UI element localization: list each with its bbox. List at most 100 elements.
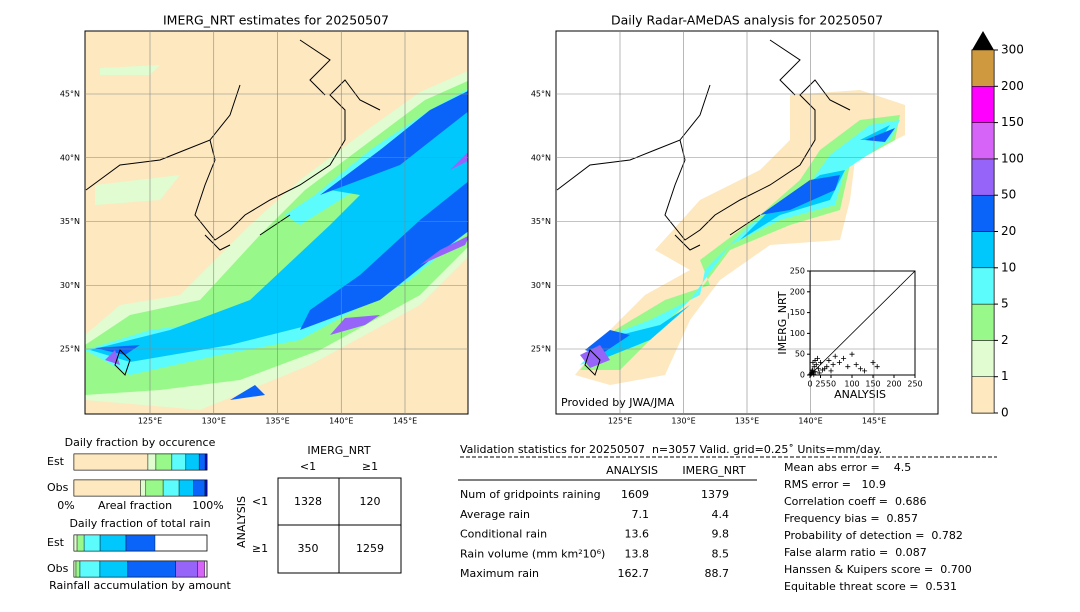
- bar-segment: [73, 479, 141, 497]
- point: [832, 353, 838, 359]
- val-score: Correlation coeff = 0.686: [784, 495, 926, 508]
- val-label: Num of gridpoints raining: [460, 488, 601, 501]
- point: [811, 372, 817, 378]
- point: [810, 360, 816, 366]
- colorbar-segment: [971, 158, 995, 196]
- lon-label: 135°E: [265, 417, 289, 426]
- colorbar-segment: [971, 122, 995, 160]
- point: [836, 360, 842, 366]
- colorbar-label: 10: [1001, 260, 1016, 274]
- y-tick-label: 250: [790, 267, 805, 276]
- ct-cell: 120: [360, 495, 381, 508]
- bar-segment: [175, 560, 198, 578]
- lat-label: 30°N: [531, 281, 551, 290]
- val-score: Equitable threat score = 0.531: [784, 580, 957, 593]
- x-tick-label: 25: [815, 380, 825, 389]
- colorbar-segment: [971, 231, 995, 269]
- bar-segment: [99, 560, 129, 578]
- lat-label: 45°N: [60, 90, 80, 99]
- val-value: 1609: [621, 488, 649, 501]
- bar-segment: [79, 560, 101, 578]
- val-value: 13.8: [625, 547, 650, 560]
- lon-label: 140°E: [798, 417, 822, 426]
- val-label: Maximum rain: [460, 567, 539, 580]
- lat-label: 40°N: [531, 153, 551, 162]
- bar-segment: [73, 453, 149, 471]
- point: [857, 366, 863, 372]
- lat-label: 45°N: [531, 90, 551, 99]
- row-label: Est: [47, 536, 65, 549]
- scatter-frame: [809, 270, 916, 376]
- val-value: 88.7: [705, 567, 730, 580]
- colorbar-segment: [971, 49, 995, 87]
- point: [849, 351, 855, 357]
- row-label: Est: [47, 455, 65, 468]
- colorbar-label: 0: [1001, 406, 1009, 420]
- ct-cell: 350: [298, 542, 319, 555]
- point: [815, 366, 821, 372]
- bar-segment: [99, 534, 127, 552]
- bar-segment: [204, 479, 208, 497]
- bar-segment: [162, 479, 180, 497]
- val-col: IMERG_NRT: [682, 464, 745, 477]
- val-label: Conditional rain: [460, 528, 547, 541]
- val-score: Probability of detection = 0.782: [784, 529, 963, 542]
- left-map-field: [85, 31, 468, 414]
- point: [813, 362, 819, 368]
- y-tick-label: 100: [790, 329, 805, 338]
- ct-col: <1: [300, 460, 316, 473]
- credit: Provided by JWA/JMA: [561, 396, 675, 409]
- colorbar-segment: [971, 194, 995, 232]
- point: [845, 364, 851, 370]
- colorbar-label: 5: [1001, 297, 1009, 311]
- colorbar-label: 2: [1001, 333, 1009, 347]
- point: [808, 371, 814, 377]
- bar-segment: [125, 534, 156, 552]
- colorbar-label: 20: [1001, 224, 1016, 238]
- bar-segment: [127, 560, 176, 578]
- bar-segment: [145, 479, 164, 497]
- val-value: 7.1: [632, 508, 650, 521]
- point: [841, 355, 847, 361]
- lon-label: 135°E: [735, 417, 759, 426]
- colorbar-label: 150: [1001, 115, 1024, 129]
- val-value: 9.8: [712, 528, 730, 541]
- bar-segment: [76, 534, 85, 552]
- colorbar-label: 100: [1001, 151, 1024, 165]
- row-label: Obs: [47, 481, 69, 494]
- val-score: RMS error = 10.9: [784, 478, 886, 491]
- val-value: 13.6: [625, 528, 650, 541]
- point: [818, 360, 823, 366]
- point: [870, 360, 876, 366]
- scatter-xlabel: ANALYSIS: [834, 388, 886, 401]
- bar-segment: [171, 453, 187, 471]
- val-header: Validation statistics for 20250507 n=305…: [460, 443, 882, 456]
- lat-label: 25°N: [60, 345, 80, 354]
- point: [874, 364, 880, 370]
- lat-label: 35°N: [60, 217, 80, 226]
- lat-label: 30°N: [60, 281, 80, 290]
- ct-row: <1: [252, 495, 268, 508]
- lon-label: 140°E: [329, 417, 353, 426]
- colorbar-label: 200: [1001, 79, 1024, 93]
- ct-title: IMERG_NRT: [307, 444, 370, 457]
- bar-segment: [204, 453, 208, 471]
- ct-row-title: ANALYSIS: [235, 496, 248, 548]
- colorbar-label: 300: [1001, 43, 1024, 57]
- x-tick-label: 150: [865, 380, 880, 389]
- ct-cell: 1328: [294, 495, 322, 508]
- point: [811, 364, 817, 370]
- point: [815, 355, 821, 361]
- colorbar-segment: [971, 376, 995, 414]
- bar-segment: [75, 560, 81, 578]
- y-tick-label: 150: [790, 308, 805, 317]
- lon-label: 145°E: [862, 417, 886, 426]
- bar-segment: [185, 453, 200, 471]
- colorbar-label: 1: [1001, 369, 1009, 383]
- lon-label: 130°E: [671, 417, 695, 426]
- diagonal: [809, 270, 916, 376]
- bar-segment: [178, 479, 194, 497]
- point: [862, 368, 868, 374]
- ct-row: ≥1: [252, 542, 268, 555]
- occ-title: Daily fraction by occurence: [65, 436, 216, 449]
